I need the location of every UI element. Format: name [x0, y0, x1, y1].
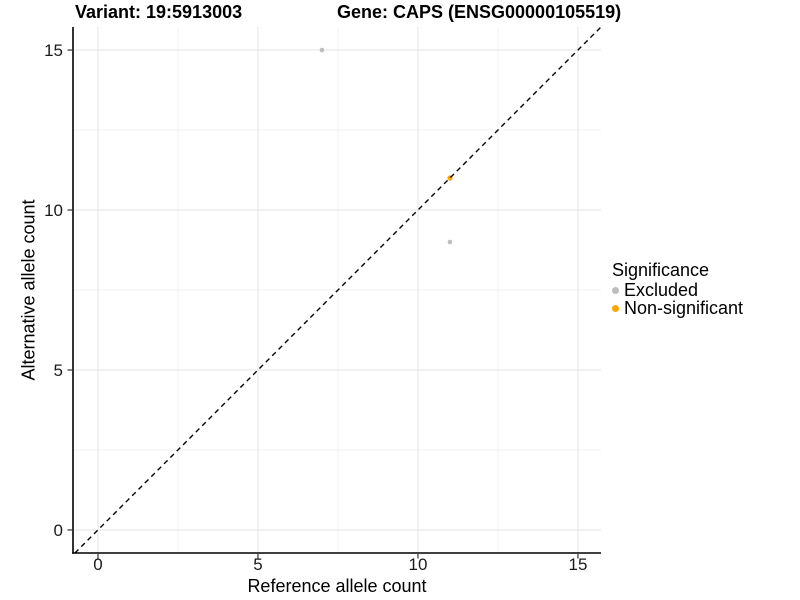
- legend-items: Excluded Non-significant: [612, 280, 744, 318]
- y-tick-label: 5: [54, 361, 63, 380]
- legend-item-non-significant: Non-significant: [612, 297, 744, 318]
- legend-item-label: Excluded: [624, 280, 699, 301]
- y-tick-label: 15: [44, 41, 63, 60]
- x-tick-label: 0: [93, 555, 102, 574]
- legend-title: Significance: [612, 260, 710, 280]
- legend: Significance Excluded Non-significant: [612, 261, 743, 317]
- x-tick-label: 5: [253, 555, 262, 574]
- data-point: [447, 239, 453, 245]
- y-tick-label: 10: [44, 201, 63, 220]
- plot-title-variant: Variant: 19:5913003: [75, 2, 243, 22]
- identity-line: [74, 26, 602, 554]
- x-axis-title: Reference allele count: [247, 576, 427, 596]
- x-tick-label: 15: [568, 555, 587, 574]
- plot-title-gene: Gene: CAPS (ENSG00000105519): [337, 2, 622, 22]
- legend-item-label: Non-significant: [624, 297, 744, 318]
- y-axis-title: Alternative allele count: [18, 199, 39, 381]
- non-significant-dot-icon: [612, 304, 619, 312]
- data-point: [319, 47, 325, 53]
- legend-item-excluded: Excluded: [612, 280, 743, 301]
- excluded-dot-icon: [612, 287, 619, 295]
- x-tick-label: 10: [408, 555, 427, 574]
- y-tick-label: 0: [54, 521, 63, 540]
